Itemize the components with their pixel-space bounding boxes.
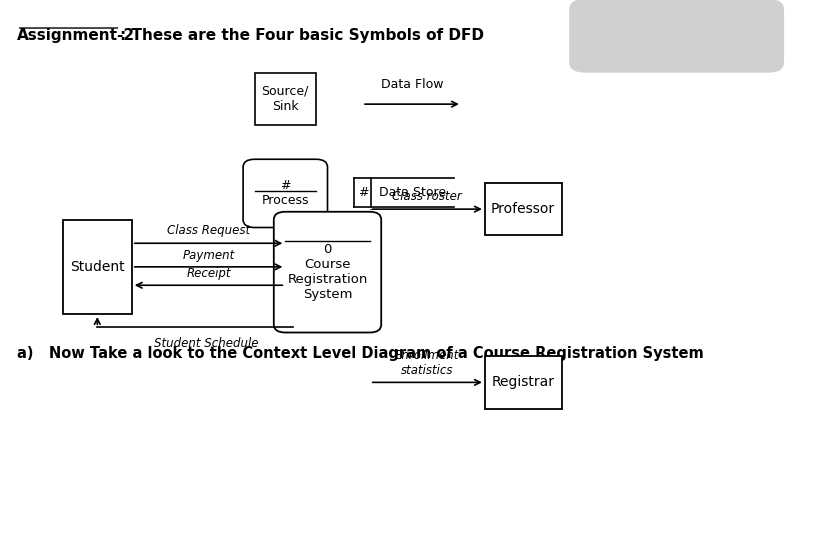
- FancyBboxPatch shape: [255, 73, 316, 125]
- FancyBboxPatch shape: [243, 159, 327, 227]
- FancyBboxPatch shape: [568, 0, 783, 73]
- Text: Registrar: Registrar: [491, 375, 554, 389]
- FancyBboxPatch shape: [63, 220, 131, 314]
- Text: Data Flow: Data Flow: [380, 78, 442, 91]
- Text: Professor: Professor: [490, 202, 555, 216]
- Text: Student Schedule: Student Schedule: [154, 337, 259, 349]
- Text: : These are the Four basic Symbols of DFD: : These are the Four basic Symbols of DF…: [120, 28, 484, 43]
- Text: #
Process: # Process: [261, 180, 308, 207]
- FancyBboxPatch shape: [485, 183, 561, 235]
- Text: 0
Course
Registration
System: 0 Course Registration System: [287, 243, 367, 301]
- Text: Class roster: Class roster: [392, 190, 461, 203]
- Text: Receipt: Receipt: [186, 267, 231, 280]
- Text: Data Store: Data Store: [379, 185, 446, 198]
- Text: Student: Student: [70, 260, 125, 274]
- FancyBboxPatch shape: [274, 212, 380, 332]
- Text: a)   Now Take a look to the Context Level Diagram of a Course Registration Syste: a) Now Take a look to the Context Level …: [17, 346, 703, 361]
- FancyBboxPatch shape: [485, 356, 561, 408]
- Text: Class Request: Class Request: [167, 224, 250, 237]
- Text: Assignment-2: Assignment-2: [17, 28, 135, 43]
- Text: Source/
Sink: Source/ Sink: [261, 85, 308, 113]
- Text: Payment: Payment: [182, 249, 234, 262]
- Text: #: #: [357, 185, 368, 198]
- Text: Enrollment
statistics: Enrollment statistics: [394, 349, 459, 377]
